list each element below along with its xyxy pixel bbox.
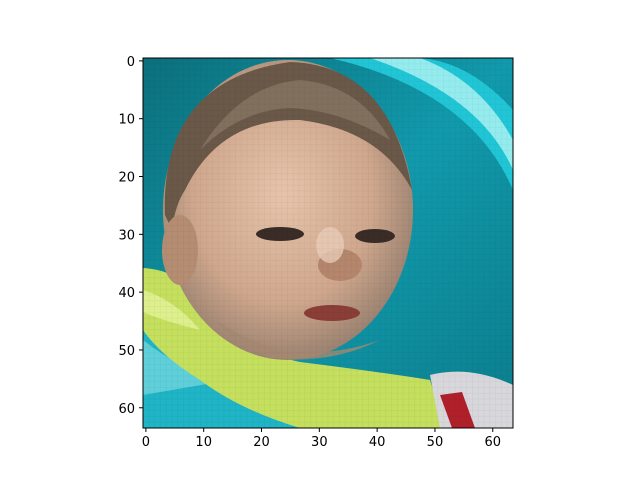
pixel-grid bbox=[143, 58, 513, 428]
x-tick-label: 40 bbox=[369, 435, 386, 450]
x-tick-label: 50 bbox=[427, 435, 444, 450]
x-tick-label: 0 bbox=[142, 435, 150, 450]
y-tick-label: 20 bbox=[118, 171, 135, 186]
x-tick-label: 30 bbox=[311, 435, 328, 450]
x-tick-label: 20 bbox=[253, 435, 270, 450]
y-tick-label: 50 bbox=[118, 344, 135, 359]
y-tick-label: 10 bbox=[118, 113, 135, 128]
x-tick-label: 60 bbox=[484, 435, 501, 450]
y-tick-label: 60 bbox=[118, 402, 135, 417]
y-tick-label: 30 bbox=[118, 228, 135, 243]
x-axis: 0 10 20 30 40 50 60 bbox=[142, 428, 501, 450]
y-tick-label: 40 bbox=[118, 286, 135, 301]
image-pixels bbox=[143, 58, 513, 428]
x-tick-label: 10 bbox=[195, 435, 212, 450]
y-tick-label: 0 bbox=[127, 55, 135, 70]
y-axis: 0 10 20 30 40 50 60 bbox=[118, 55, 143, 417]
axes-frame bbox=[142, 57, 514, 429]
